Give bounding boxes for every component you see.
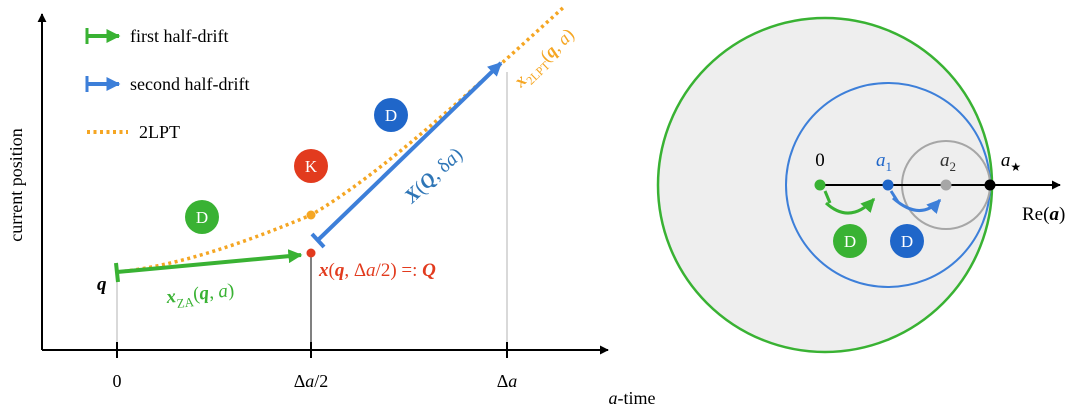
badge-d-green: D [185,200,219,234]
point-astar [984,179,996,191]
x-axis-label: a-time [609,388,656,408]
tick-label-0: 0 [113,371,122,391]
badge-k-red: K [294,149,328,183]
legend-label-2lpt: 2LPT [139,122,180,142]
second-half-drift-bar [310,232,326,249]
left-panel: 0 Δa/2 Δa a-time current position first … [6,4,656,408]
legend-item-second-half-drift: second half-drift [85,74,249,94]
svg-text:D: D [385,106,397,125]
label-midpoint-Q: x(q, Δa/2) =: Q [318,260,436,281]
2lpt-point [306,210,316,220]
y-axis-label: current position [6,128,26,241]
label-za-displacement: xZA(q, a) [164,280,235,312]
label-q: q [97,274,107,295]
blue-bar-arrow-icon [85,76,121,92]
svg-text:K: K [305,157,318,176]
badge-d-green-right: D [833,224,867,258]
green-bar-arrow-icon [85,28,121,44]
label-re-axis: Re(a) [1022,204,1065,225]
tick-label-full: Δa [497,371,518,391]
first-half-drift-arrow [116,249,303,274]
point-a1 [882,179,894,191]
green-drift-arc-icon [823,190,876,215]
legend: first half-drift second half-drift 2LPT [85,26,249,142]
badge-d-blue-right: D [890,224,924,258]
label-a2: a2 [940,150,956,174]
svg-text:D: D [901,232,913,251]
label-a1: a1 [876,150,892,174]
svg-text:D: D [844,232,856,251]
badge-d-blue: D [374,98,408,132]
label-zero: 0 [815,150,825,171]
legend-item-2lpt: 2LPT [87,122,180,142]
point-zero [814,179,826,191]
right-panel: 0 a1 a2 a★ Re(a) D D [656,16,1065,354]
blue-drift-arc-icon [889,190,942,215]
midpoint-dot [306,248,316,258]
legend-item-first-half-drift: first half-drift [85,26,228,46]
label-astar: a★ [1001,150,1021,174]
first-half-drift-bar [114,262,120,283]
legend-label-second-half-drift: second half-drift [130,74,249,94]
2lpt-curve [116,4,567,274]
label-2lpt-displacement: x2LPT(q, a) [509,24,581,94]
svg-text:D: D [196,208,208,227]
tick-label-half: Δa/2 [294,371,329,391]
point-a2 [940,179,952,191]
legend-label-first-half-drift: first half-drift [130,26,228,46]
second-half-drift-arrow [316,61,503,242]
